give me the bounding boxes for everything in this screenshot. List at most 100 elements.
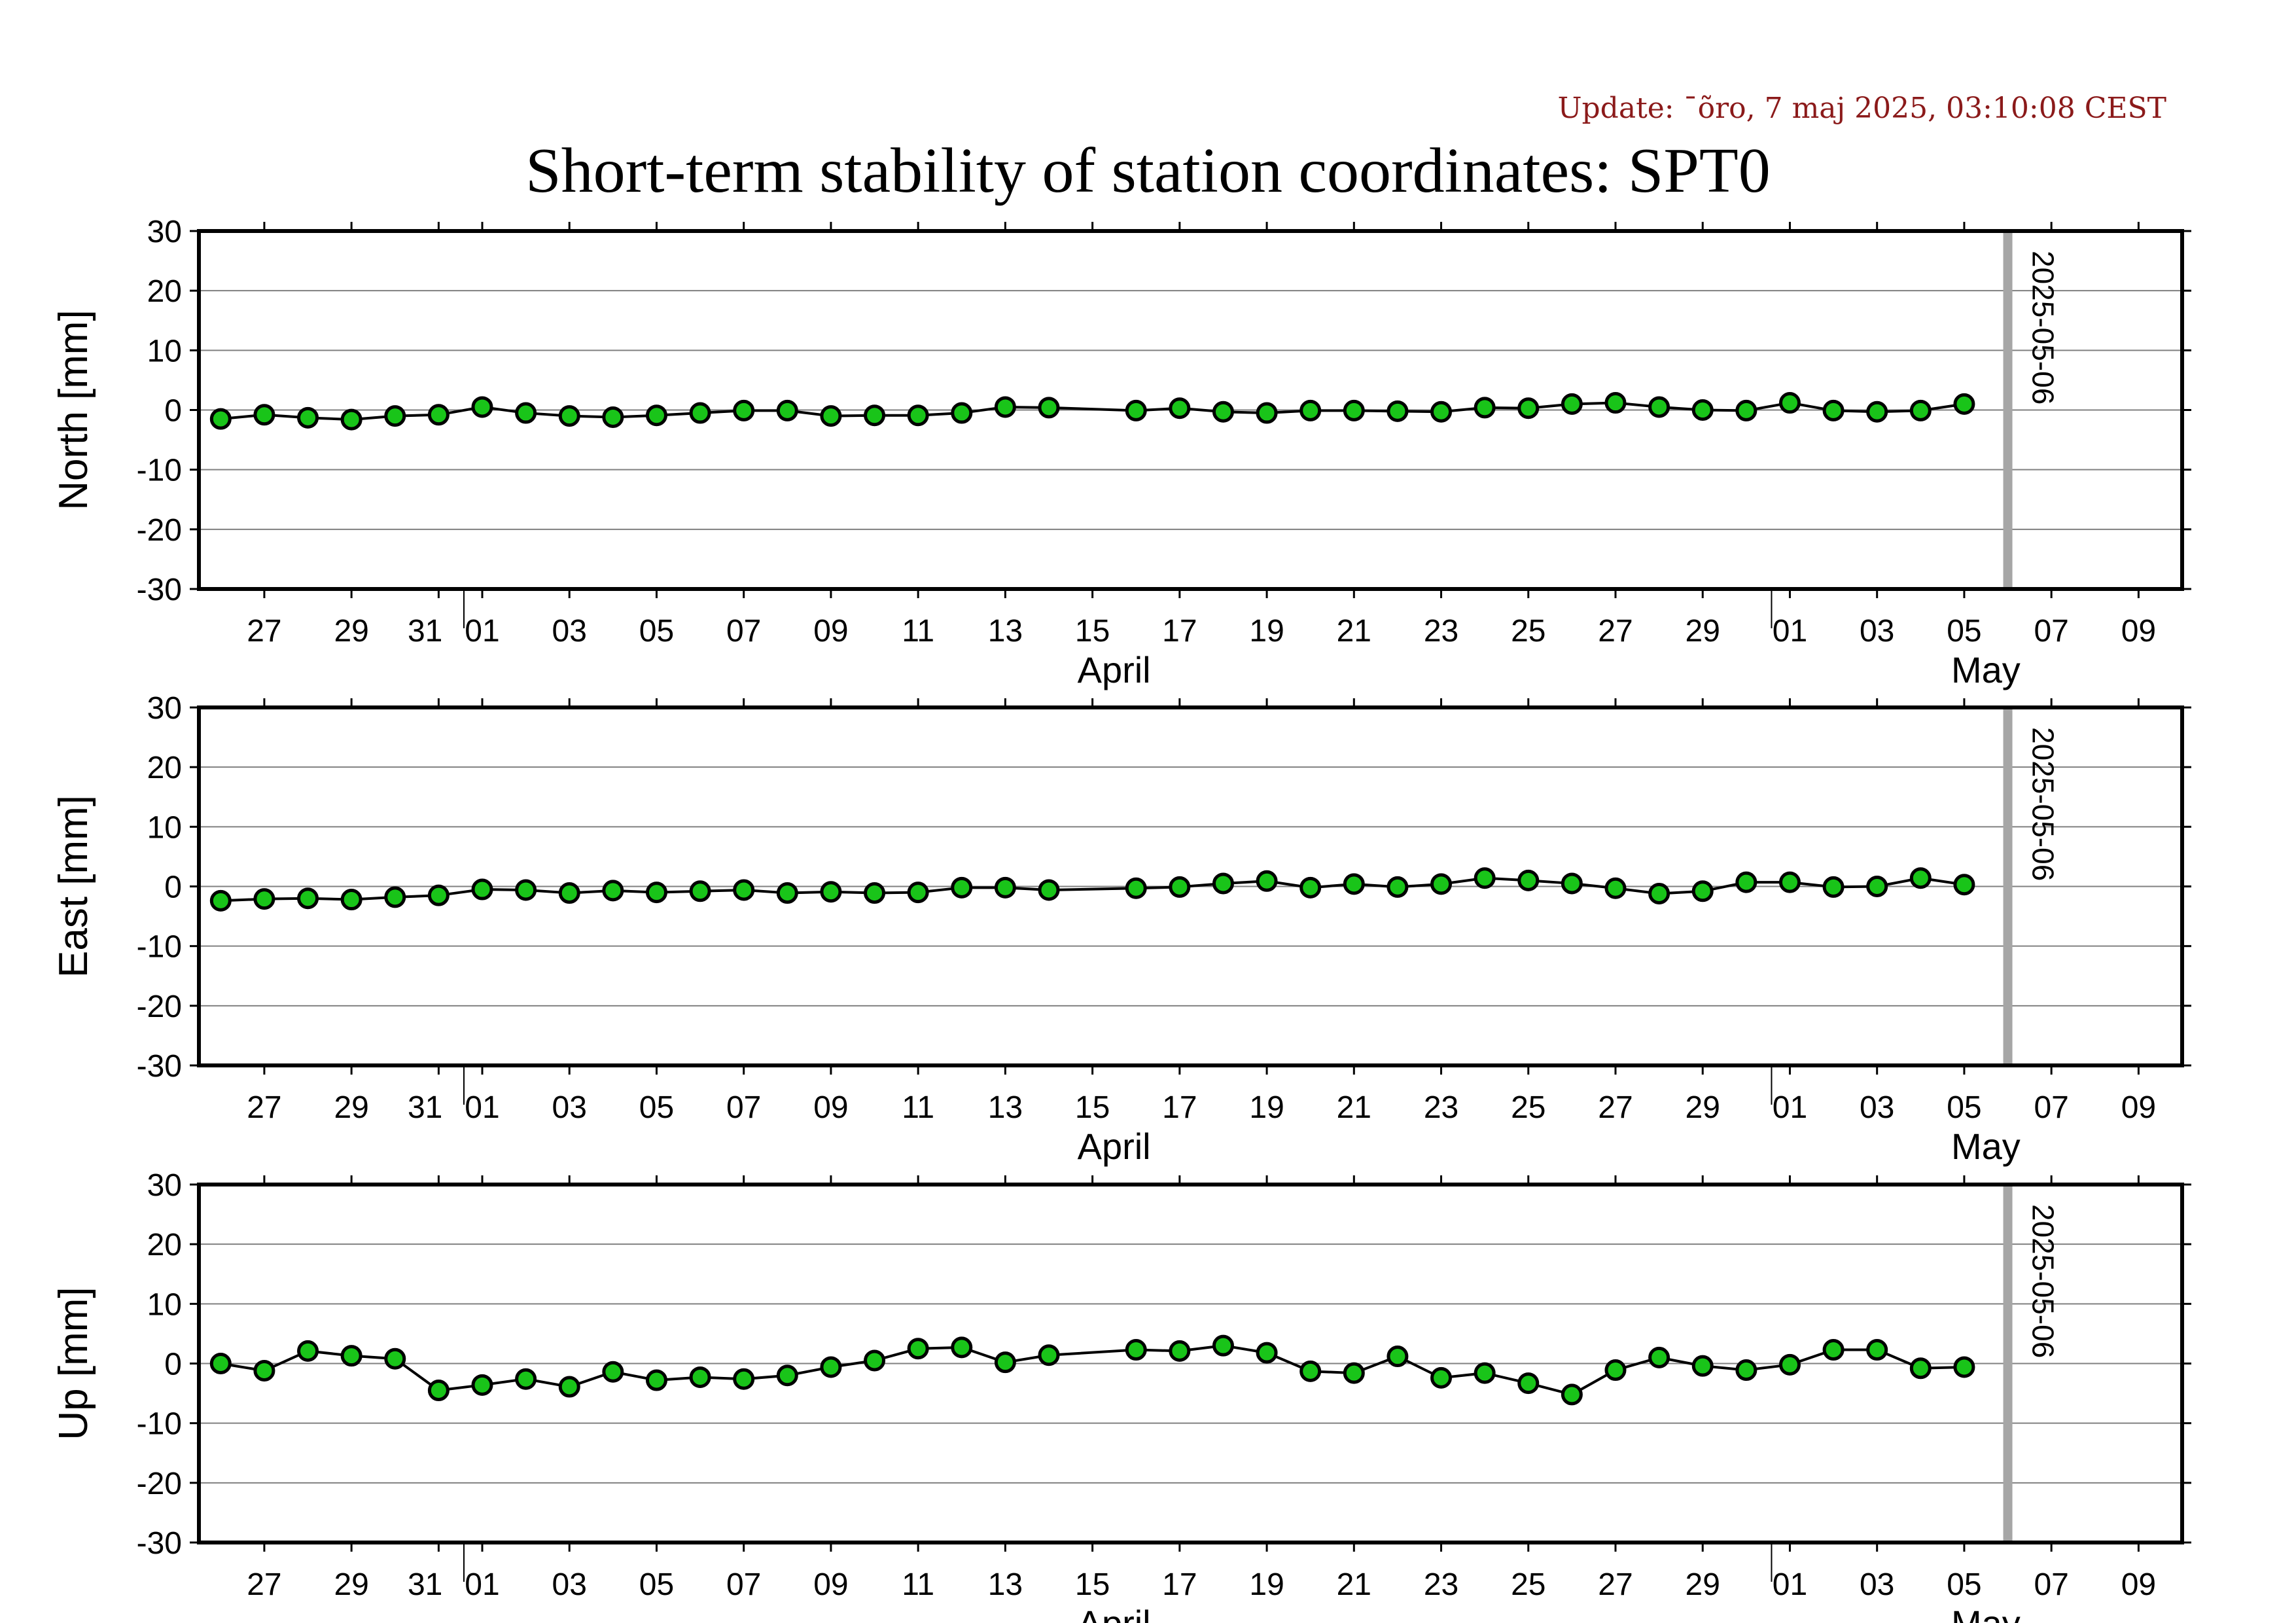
- data-point: [776, 882, 798, 904]
- x-tick-label: 01: [465, 614, 499, 649]
- x-tick-label: 09: [2121, 614, 2156, 649]
- data-point: [427, 884, 450, 906]
- data-point: [253, 888, 275, 910]
- data-point: [1909, 867, 1932, 889]
- x-tick-label: 09: [813, 1090, 848, 1125]
- data-point: [645, 404, 667, 427]
- data-point: [864, 1349, 886, 1372]
- y-tick-label: 20: [147, 1228, 182, 1262]
- data-point: [1822, 1339, 1845, 1361]
- data-point: [1169, 1340, 1191, 1362]
- x-tick-label: 27: [1598, 614, 1633, 649]
- data-point: [515, 402, 537, 424]
- data-point: [1953, 874, 1975, 896]
- x-tick-label: 15: [1075, 614, 1110, 649]
- data-point: [951, 402, 973, 424]
- x-tick-label: 31: [408, 1567, 442, 1602]
- data-point: [602, 880, 624, 902]
- x-tick-label: 09: [2121, 1567, 2156, 1602]
- data-point: [1430, 1366, 1453, 1389]
- y-tick-label: 0: [164, 394, 182, 429]
- data-point: [1169, 876, 1191, 898]
- y-tick-label: 10: [147, 810, 182, 845]
- data-point: [1604, 1359, 1627, 1382]
- data-point: [1604, 877, 1627, 899]
- date-marker-bar: [2003, 231, 2013, 589]
- y-tick-label: -20: [137, 513, 182, 548]
- data-point: [1256, 402, 1278, 424]
- data-point: [515, 879, 537, 901]
- data-point: [1474, 397, 1496, 419]
- data-point: [602, 1361, 624, 1383]
- data-point: [1256, 1342, 1278, 1364]
- data-point: [1866, 1339, 1888, 1361]
- data-point: [951, 876, 973, 899]
- date-marker-label: 2025-05-06: [2026, 251, 2060, 404]
- month-label: May: [1951, 1126, 2021, 1167]
- data-point: [1561, 393, 1583, 415]
- data-point: [209, 408, 232, 430]
- y-tick-label: 20: [147, 274, 182, 309]
- x-tick-label: 01: [1773, 614, 1807, 649]
- data-point: [1648, 396, 1670, 418]
- x-tick-label: 03: [552, 614, 587, 649]
- data-point: [1778, 392, 1801, 414]
- data-point: [645, 882, 667, 904]
- data-point: [1299, 876, 1322, 899]
- data-point: [864, 404, 886, 427]
- x-tick-label: 27: [247, 1090, 281, 1125]
- data-point: [1299, 1360, 1322, 1382]
- x-tick-label: 05: [1947, 614, 1981, 649]
- month-label: May: [1951, 649, 2021, 690]
- x-tick-label: 25: [1511, 1090, 1545, 1125]
- data-point: [1256, 870, 1278, 892]
- data-point: [1343, 1362, 1365, 1384]
- data-point: [384, 1347, 406, 1370]
- data-point: [1909, 399, 1932, 421]
- y-tick-label: 30: [147, 691, 182, 726]
- data-point: [1517, 397, 1540, 419]
- date-marker-bar: [2003, 1185, 2013, 1543]
- data-point: [253, 1359, 275, 1382]
- x-tick-label: 07: [2034, 1567, 2068, 1602]
- data-point: [1474, 1362, 1496, 1384]
- x-tick-label: 31: [408, 614, 442, 649]
- data-point: [1125, 399, 1147, 421]
- x-tick-label: 23: [1424, 1567, 1458, 1602]
- data-point: [1299, 399, 1322, 421]
- y-axis-label: East [mm]: [51, 795, 96, 978]
- data-point: [340, 408, 362, 431]
- data-point: [1038, 397, 1060, 419]
- data-point: [1735, 1359, 1757, 1382]
- x-tick-label: 17: [1162, 1090, 1197, 1125]
- data-point: [994, 1351, 1016, 1374]
- x-tick-label: 27: [247, 1567, 281, 1602]
- data-point: [776, 1364, 798, 1387]
- x-tick-label: 01: [1773, 1090, 1807, 1125]
- x-tick-label: 05: [639, 1090, 674, 1125]
- date-marker-label: 2025-05-06: [2026, 727, 2060, 881]
- y-tick-label: -30: [137, 1526, 182, 1561]
- data-point: [1343, 873, 1365, 895]
- data-point: [340, 1345, 362, 1367]
- x-tick-label: 05: [639, 614, 674, 649]
- data-point: [1430, 401, 1453, 423]
- data-point: [776, 399, 798, 421]
- y-tick-label: -10: [137, 454, 182, 488]
- x-tick-label: 07: [2034, 614, 2068, 649]
- data-point: [340, 889, 362, 911]
- data-point: [820, 405, 842, 427]
- data-point: [1386, 876, 1409, 898]
- x-tick-label: 09: [813, 1567, 848, 1602]
- y-tick-label: -30: [137, 573, 182, 607]
- y-tick-label: 0: [164, 1347, 182, 1382]
- data-point: [1691, 880, 1714, 902]
- data-point: [1953, 393, 1975, 415]
- x-tick-label: 07: [726, 1090, 761, 1125]
- data-point: [1648, 1346, 1670, 1368]
- date-marker-label: 2025-05-06: [2026, 1204, 2060, 1358]
- data-point: [689, 402, 711, 424]
- x-tick-label: 21: [1337, 1090, 1371, 1125]
- x-tick-label: 27: [1598, 1090, 1633, 1125]
